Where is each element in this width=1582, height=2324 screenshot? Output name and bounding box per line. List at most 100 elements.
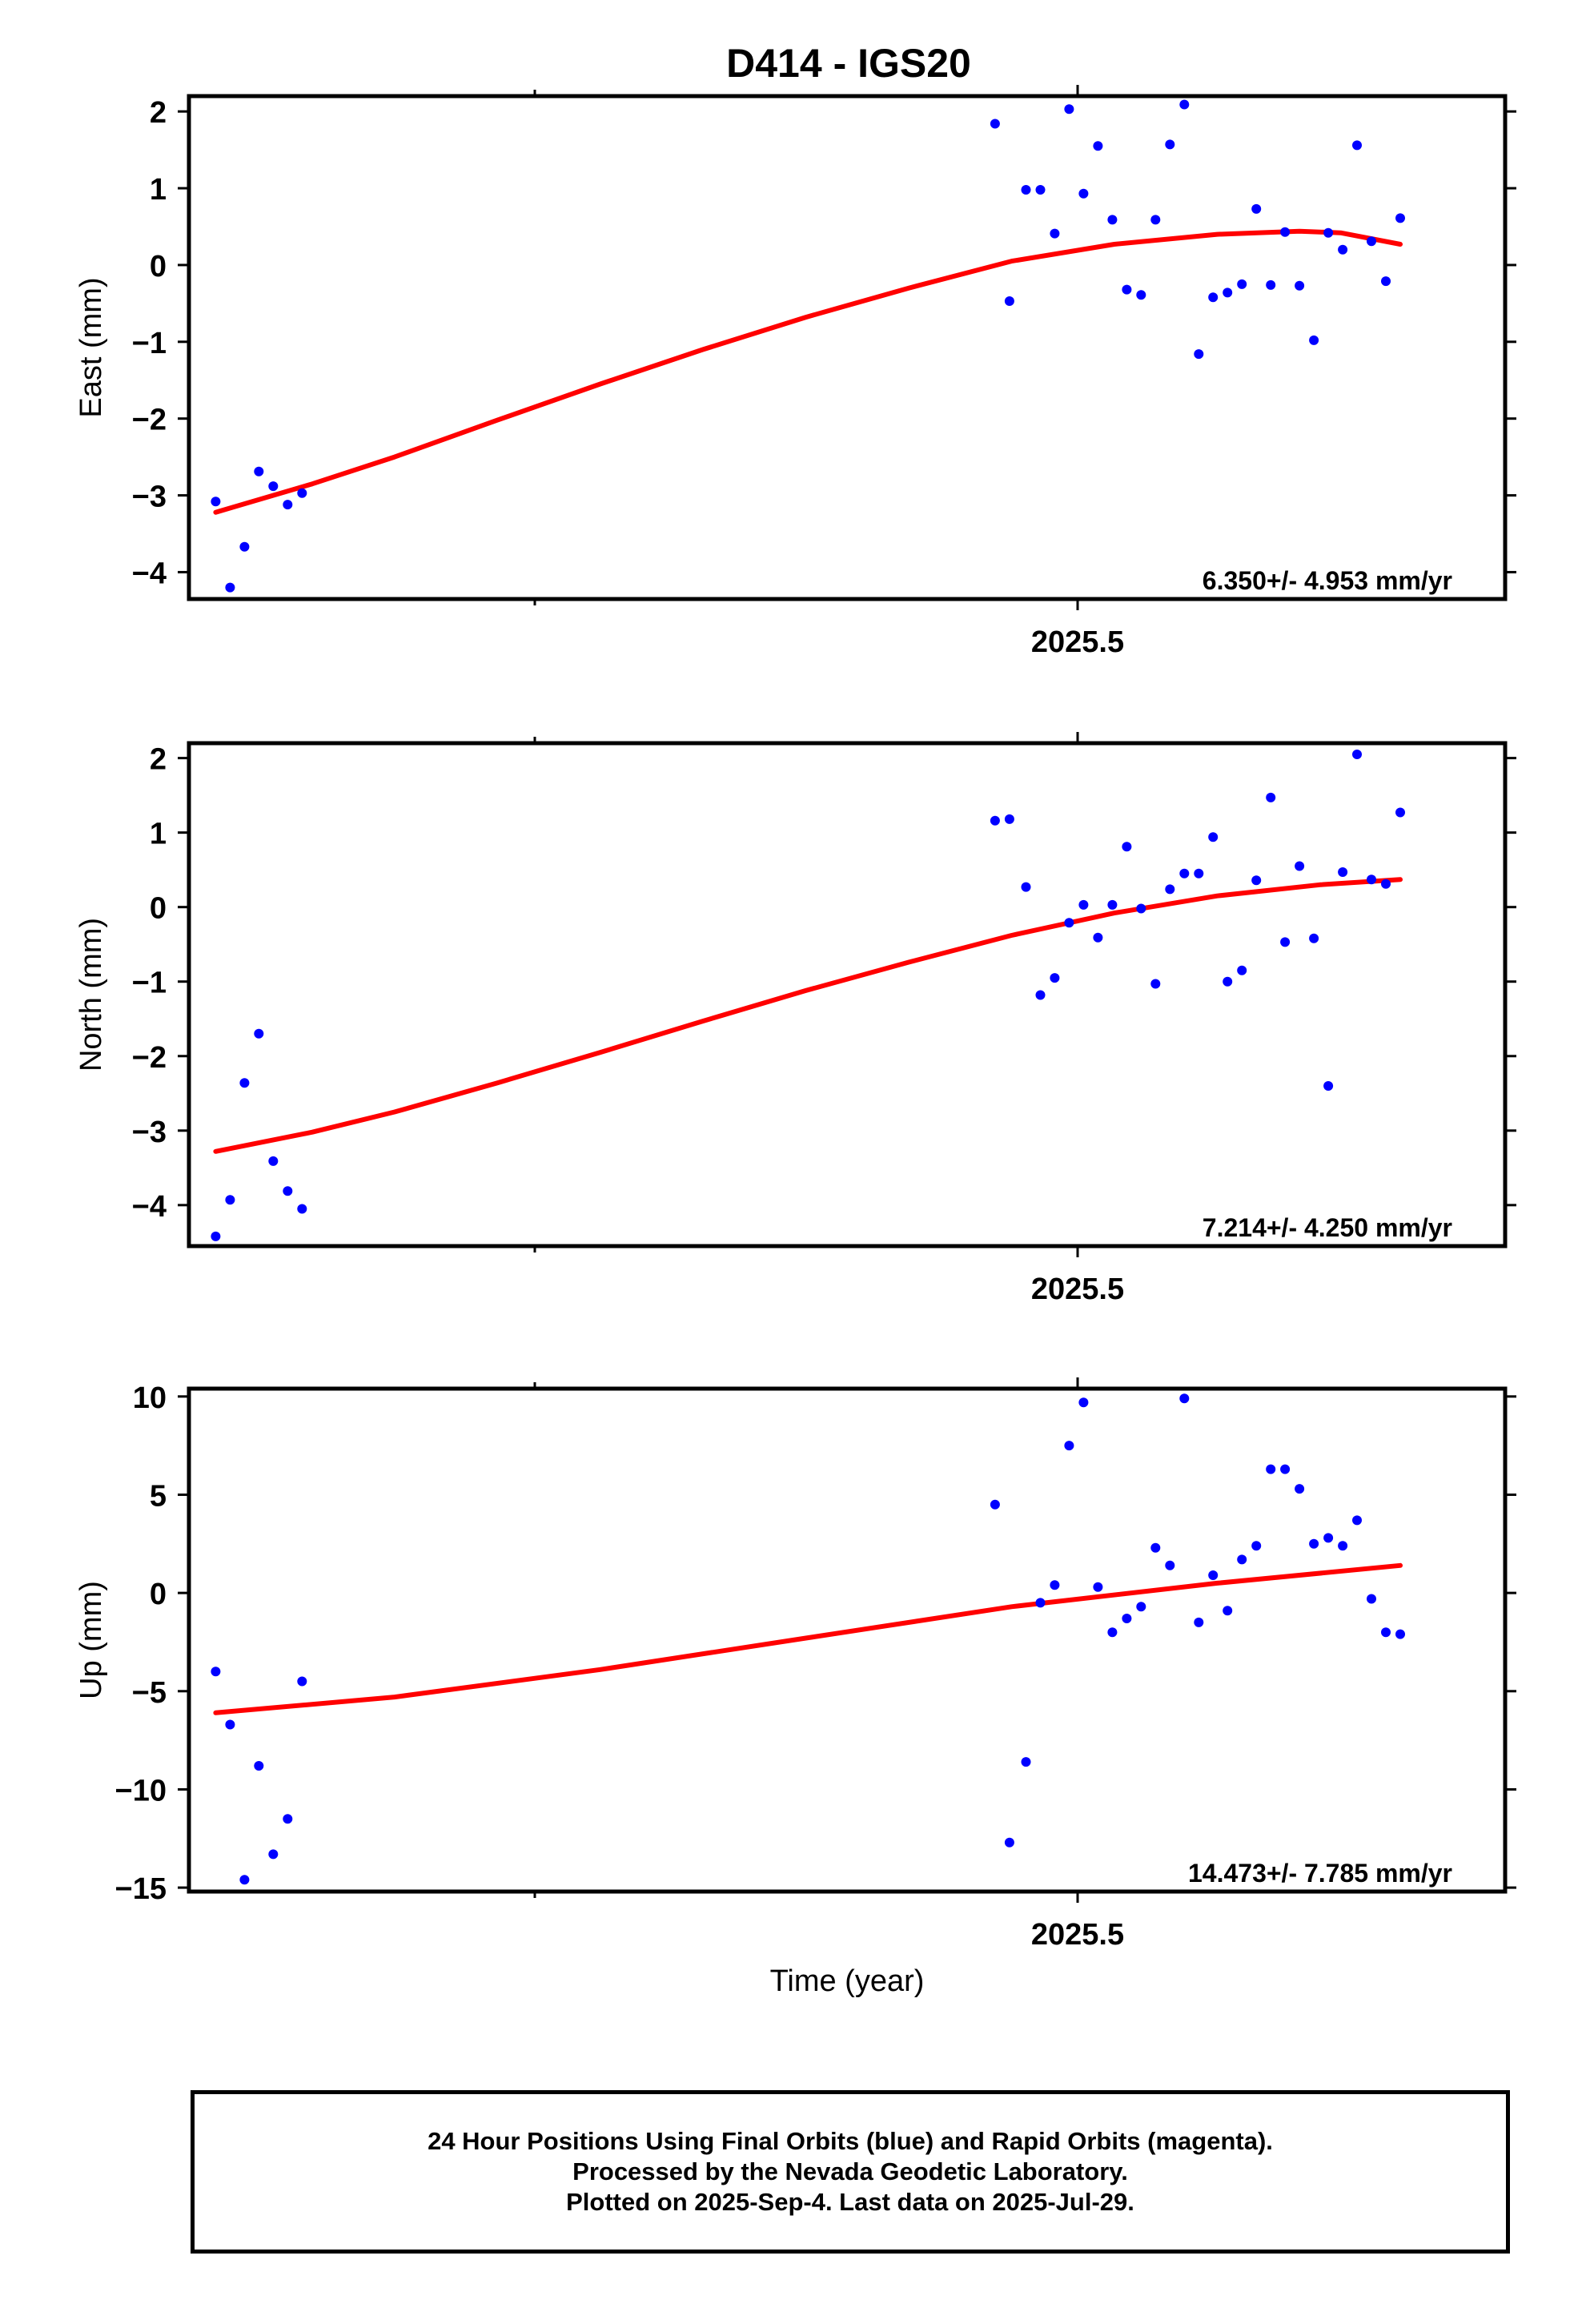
data-point: [1050, 228, 1060, 239]
data-point: [225, 582, 235, 593]
data-point: [1050, 1580, 1060, 1590]
data-point: [1251, 875, 1262, 886]
data-point: [1194, 868, 1204, 879]
data-point: [1309, 335, 1319, 345]
plot-frame: [187, 94, 1508, 601]
data-point: [1309, 1538, 1319, 1549]
data-point: [1208, 292, 1219, 303]
y-tick-label: −1: [132, 327, 167, 360]
data-point: [1093, 932, 1103, 943]
data-point: [254, 466, 264, 476]
y-tick-label: −3: [132, 480, 167, 514]
data-point: [1208, 1570, 1219, 1580]
data-point: [1367, 236, 1376, 247]
up-panel: 10 5 0 −5 −10 −15 2025.5 Up (mm) 14.473+/- 7.785…: [74, 1377, 1516, 1952]
plot-frame: [187, 1386, 1508, 1894]
data-point: [1280, 1464, 1291, 1474]
north-panel: 2 1 0 −1 −2 −3 −4 2025.5 North (mm) 7.214+/- 4.25…: [74, 732, 1516, 1306]
data-point: [1064, 104, 1074, 115]
data-point: [1078, 1397, 1089, 1408]
data-point: [1165, 884, 1175, 895]
data-point: [239, 1875, 250, 1885]
fit-line: [213, 877, 1403, 1154]
data-point: [268, 481, 279, 492]
data-point: [1367, 1594, 1376, 1604]
data-point: [1004, 296, 1014, 306]
data-point: [1367, 875, 1376, 885]
data-point: [1251, 203, 1262, 214]
y-tick-label: 0: [150, 892, 167, 926]
data-point: [297, 1676, 307, 1687]
data-point: [990, 119, 1000, 129]
footer-line-1: 24 Hour Positions Using Final Orbits (bl…: [428, 2127, 1273, 2155]
data-point: [1323, 227, 1334, 238]
velocity-annotation: 7.214+/- 4.250 mm/yr: [1203, 1213, 1452, 1242]
data-point: [1352, 1515, 1362, 1526]
data-point: [1323, 1081, 1334, 1091]
data-point: [990, 1499, 1000, 1510]
data-point: [1237, 1554, 1247, 1565]
data-point: [268, 1849, 279, 1860]
data-point: [1136, 290, 1146, 300]
footer-line-3: Plotted on 2025-Sep-4. Last data on 2025…: [566, 2188, 1134, 2216]
data-point: [1021, 1757, 1031, 1767]
data-point: [211, 1667, 221, 1677]
data-point: [1078, 188, 1089, 199]
data-point: [1136, 903, 1146, 914]
y-tick-label: 2: [150, 96, 167, 130]
data-point: [1050, 973, 1060, 983]
y-tick-label: −10: [115, 1774, 167, 1807]
data-point: [1223, 1606, 1233, 1616]
data-point: [268, 1156, 279, 1166]
data-point: [1381, 276, 1391, 287]
data-point: [1150, 1542, 1161, 1553]
data-point: [1295, 861, 1305, 871]
plot-frame: [187, 741, 1508, 1248]
data-point: [1309, 933, 1319, 943]
data-point: [1093, 1582, 1103, 1592]
data-point: [1078, 899, 1089, 910]
data-point: [1021, 882, 1031, 892]
y-tick-label: −15: [115, 1872, 167, 1906]
fit-line: [213, 1562, 1403, 1715]
data-point: [1021, 185, 1031, 195]
y-tick-label: −1: [132, 967, 167, 1000]
data-point: [1395, 807, 1405, 818]
data-point: [1352, 140, 1362, 151]
data-point: [1223, 976, 1233, 987]
data-point: [211, 1231, 221, 1241]
data-point: [239, 1078, 250, 1088]
data-point: [1122, 842, 1132, 852]
y-tick-label: −2: [132, 404, 167, 437]
y-axis-label: East (mm): [74, 277, 108, 417]
data-point: [1150, 979, 1161, 989]
x-axis-label: Time (year): [770, 1964, 925, 1998]
y-tick-label: 1: [150, 173, 167, 207]
data-point: [1237, 965, 1247, 975]
data-point: [1194, 349, 1204, 360]
data-point: [225, 1195, 235, 1205]
y-tick-label: 0: [150, 250, 167, 283]
data-point: [1035, 185, 1046, 195]
data-point: [1165, 139, 1175, 150]
y-axis-label: Up (mm): [74, 1581, 108, 1699]
data-point: [1107, 215, 1118, 225]
data-point: [1237, 279, 1247, 289]
y-tick-label: 1: [150, 818, 167, 851]
data-point: [1179, 99, 1190, 110]
y-tick-label: −2: [132, 1041, 167, 1075]
data-point: [1004, 1837, 1014, 1848]
chart-title: D414 - IGS20: [726, 41, 971, 86]
data-point: [1064, 918, 1074, 928]
data-point: [1381, 1627, 1391, 1638]
data-point: [283, 1186, 293, 1196]
data-point: [1150, 215, 1161, 225]
velocity-annotation: 14.473+/- 7.785 mm/yr: [1188, 1859, 1452, 1888]
data-point: [1122, 284, 1132, 295]
data-point: [239, 541, 250, 552]
data-point: [1107, 899, 1118, 910]
x-tick-label: 2025.5: [1031, 1918, 1124, 1952]
data-point: [1064, 1441, 1074, 1451]
data-point: [1266, 279, 1276, 290]
